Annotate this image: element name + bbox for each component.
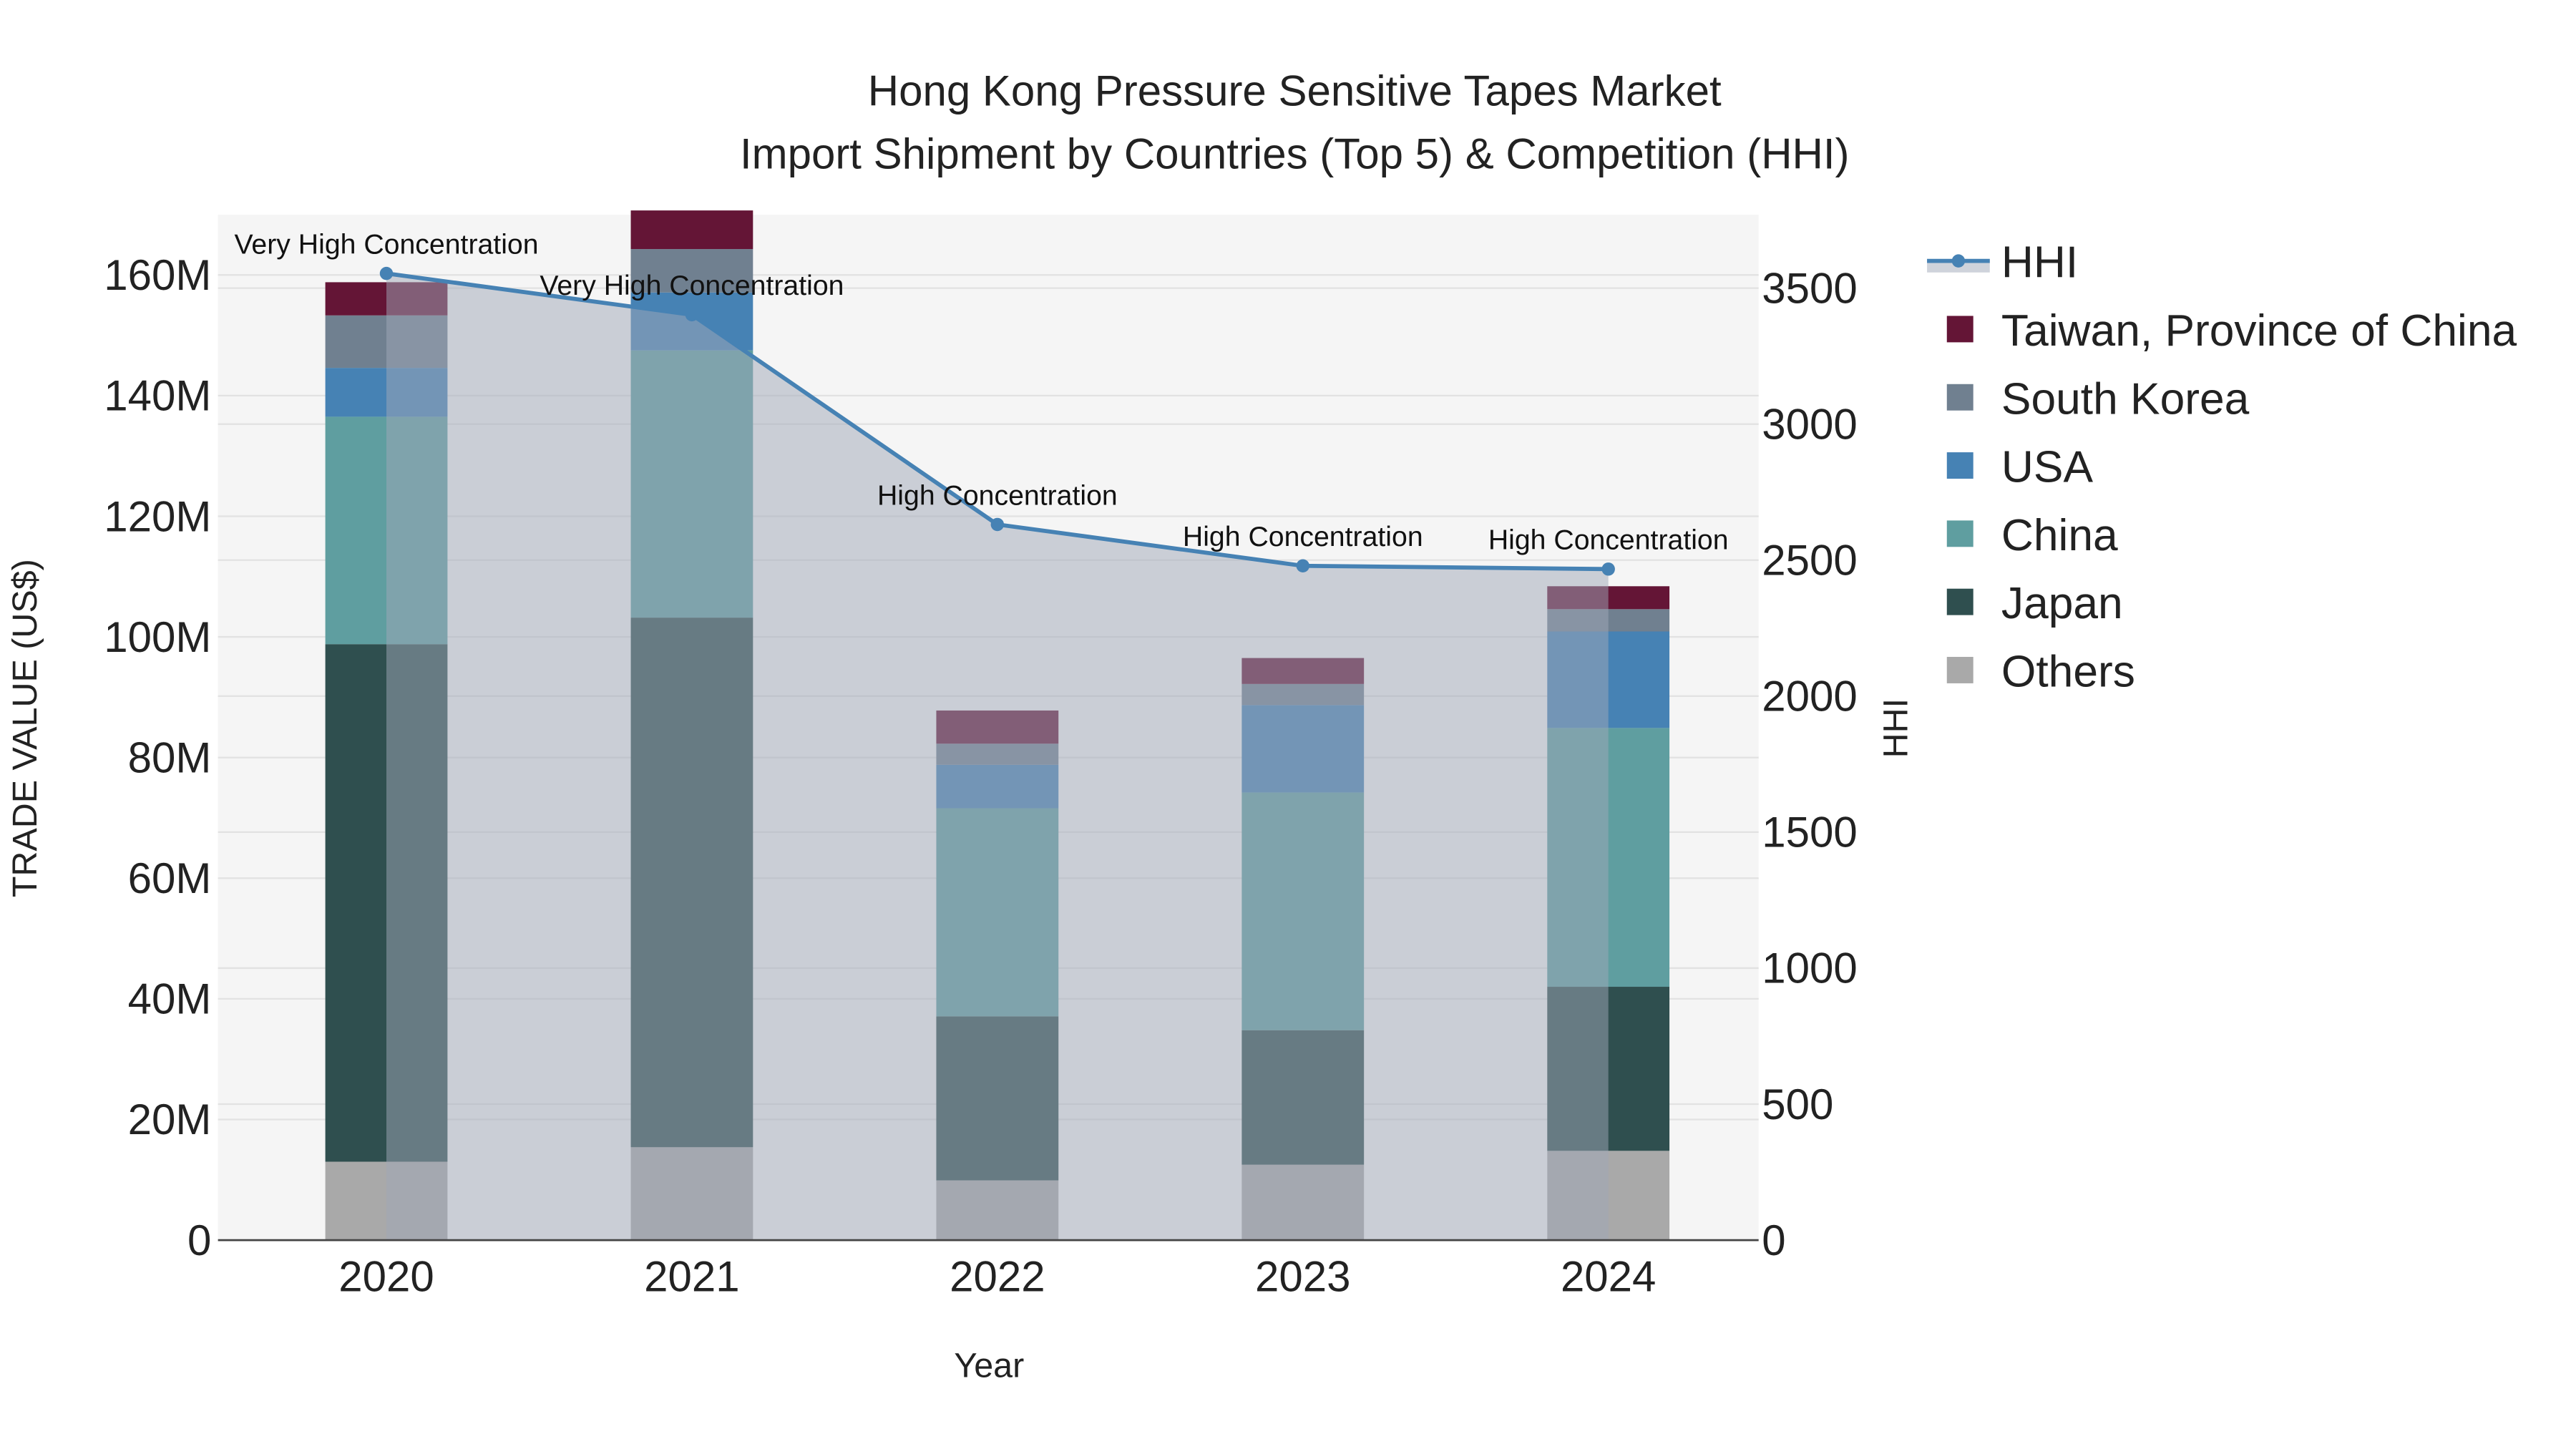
y-axis-ticks: 0 20M 40M 60M 80M 100M 120M 140M 160M	[104, 251, 211, 1264]
bar-south-korea-2021	[630, 249, 753, 293]
y2-tick-label: 3000	[1762, 400, 1857, 448]
y2-tick-label: 1500	[1762, 809, 1857, 857]
legend-swatch-japan	[1946, 588, 1974, 615]
legend-label-china: China	[2001, 511, 2118, 560]
bar-taiwan-province-of-china-2021	[630, 210, 753, 250]
hhi-point-2020	[379, 266, 394, 280]
x-tick-label: 2023	[1255, 1253, 1350, 1301]
legend-label-usa: USA	[2001, 443, 2094, 492]
legend-label-others: Others	[2001, 648, 2135, 697]
legend-hhi-marker	[1951, 254, 1966, 268]
x-tick-label: 2020	[338, 1253, 434, 1301]
hhi-point-2024	[1601, 562, 1615, 576]
hhi-annotation-2024: High Concentration	[1488, 525, 1729, 556]
y-tick-label: 120M	[104, 492, 211, 540]
x-axis-label: Year	[954, 1347, 1024, 1385]
legend-swatch-others	[1946, 657, 1974, 683]
legend-label-taiwan-province-of-china: Taiwan, Province of China	[2001, 306, 2517, 356]
hhi-area	[386, 273, 1609, 1241]
y-tick-label: 100M	[104, 613, 211, 661]
y2-tick-label: 500	[1762, 1080, 1833, 1128]
x-tick-label: 2022	[950, 1253, 1045, 1301]
y2-axis-ticks: 0 500 1000 1500 2000 2500 3000 3500	[1762, 264, 1857, 1264]
chart-title-line1: Hong Kong Pressure Sensitive Tapes Marke…	[868, 67, 1722, 115]
legend-swatch-south-korea	[1946, 384, 1974, 411]
y2-tick-label: 3500	[1762, 264, 1857, 312]
hhi-annotation-2023: High Concentration	[1183, 521, 1423, 552]
y-tick-label: 20M	[128, 1096, 212, 1143]
legend-label-south-korea: South Korea	[2001, 374, 2250, 424]
y2-tick-label: 0	[1762, 1216, 1785, 1264]
hhi-annotation-2022: High Concentration	[877, 479, 1118, 511]
y-tick-label: 80M	[128, 733, 212, 781]
x-tick-label: 2024	[1561, 1253, 1656, 1301]
x-tick-label: 2021	[644, 1253, 739, 1301]
legend: HHI Taiwan, Province of China South Korea U…	[1927, 238, 2517, 697]
y-tick-label: 40M	[128, 975, 212, 1023]
x-axis-ticks: 2020 2021 2022 2023 2024	[338, 1253, 1656, 1301]
y2-tick-label: 2000	[1762, 673, 1857, 721]
hhi-point-2022	[990, 517, 1005, 532]
chart-title-line2: Import Shipment by Countries (Top 5) & C…	[740, 130, 1850, 177]
y-tick-label: 60M	[128, 854, 212, 902]
hhi-annotation-2021: Very High Concentration	[540, 270, 844, 301]
hhi-point-2023	[1296, 559, 1309, 572]
y-tick-label: 0	[187, 1216, 211, 1264]
y-tick-label: 160M	[104, 251, 211, 299]
y2-axis-label: HHI	[1876, 698, 1915, 758]
y-tick-label: 140M	[104, 372, 211, 420]
y2-tick-label: 1000	[1762, 945, 1857, 992]
y-axis-label: TRADE VALUE (US$)	[6, 559, 44, 897]
legend-label-hhi: HHI	[2001, 238, 2078, 288]
y2-tick-label: 2500	[1762, 537, 1857, 585]
hhi-point-2021	[685, 308, 699, 322]
legend-swatch-usa	[1946, 452, 1974, 479]
legend-label-japan: Japan	[2001, 579, 2123, 628]
legend-swatch-china	[1946, 520, 1974, 547]
legend-swatch-taiwan-province-of-china	[1946, 316, 1974, 343]
hhi-annotation-2020: Very High Concentration	[234, 228, 538, 260]
